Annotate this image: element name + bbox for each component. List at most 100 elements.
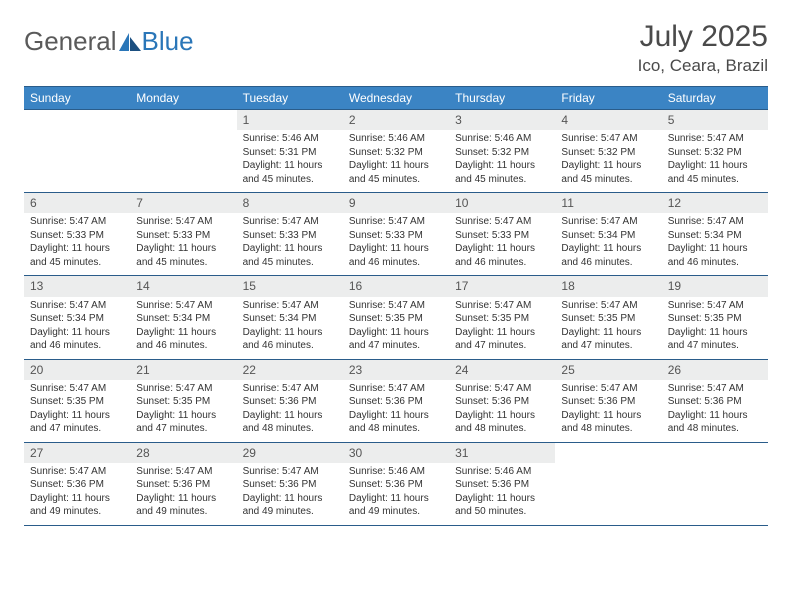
calendar-cell: 27Sunrise: 5:47 AMSunset: 5:36 PMDayligh… (24, 442, 130, 525)
calendar-cell: 30Sunrise: 5:46 AMSunset: 5:36 PMDayligh… (343, 442, 449, 525)
day-number: 28 (130, 443, 236, 463)
calendar-cell: 11Sunrise: 5:47 AMSunset: 5:34 PMDayligh… (555, 193, 661, 276)
day-number: 20 (24, 360, 130, 380)
day-details: Sunrise: 5:47 AMSunset: 5:34 PMDaylight:… (24, 297, 130, 353)
sunset-text: Sunset: 5:35 PM (561, 312, 655, 326)
day-number: 1 (237, 110, 343, 130)
logo-text-1: General (24, 26, 117, 57)
calendar-cell: 17Sunrise: 5:47 AMSunset: 5:35 PMDayligh… (449, 276, 555, 359)
day-number: 30 (343, 443, 449, 463)
daylight-text: Daylight: 11 hours and 45 minutes. (30, 242, 124, 269)
daylight-text: Daylight: 11 hours and 45 minutes. (561, 159, 655, 186)
daylight-text: Daylight: 11 hours and 45 minutes. (455, 159, 549, 186)
day-number: 12 (662, 193, 768, 213)
daylight-text: Daylight: 11 hours and 46 minutes. (668, 242, 762, 269)
sunrise-text: Sunrise: 5:47 AM (136, 215, 230, 229)
day-number: 15 (237, 276, 343, 296)
calendar-cell: 25Sunrise: 5:47 AMSunset: 5:36 PMDayligh… (555, 359, 661, 442)
sunrise-text: Sunrise: 5:47 AM (668, 132, 762, 146)
day-number: 14 (130, 276, 236, 296)
day-number: 17 (449, 276, 555, 296)
calendar-cell: 15Sunrise: 5:47 AMSunset: 5:34 PMDayligh… (237, 276, 343, 359)
sunrise-text: Sunrise: 5:47 AM (30, 215, 124, 229)
day-details: Sunrise: 5:47 AMSunset: 5:33 PMDaylight:… (237, 213, 343, 269)
location: Ico, Ceara, Brazil (638, 56, 768, 76)
logo-sail-icon (119, 33, 141, 51)
day-details: Sunrise: 5:47 AMSunset: 5:36 PMDaylight:… (555, 380, 661, 436)
calendar-week-row: 6Sunrise: 5:47 AMSunset: 5:33 PMDaylight… (24, 193, 768, 276)
day-number: 25 (555, 360, 661, 380)
calendar-cell: 19Sunrise: 5:47 AMSunset: 5:35 PMDayligh… (662, 276, 768, 359)
sunset-text: Sunset: 5:32 PM (349, 146, 443, 160)
daylight-text: Daylight: 11 hours and 47 minutes. (136, 409, 230, 436)
sunset-text: Sunset: 5:33 PM (349, 229, 443, 243)
day-details: Sunrise: 5:47 AMSunset: 5:35 PMDaylight:… (343, 297, 449, 353)
day-header: Friday (555, 87, 661, 110)
day-number: 7 (130, 193, 236, 213)
calendar-cell: . (555, 442, 661, 525)
daylight-text: Daylight: 11 hours and 48 minutes. (455, 409, 549, 436)
sunrise-text: Sunrise: 5:46 AM (455, 465, 549, 479)
day-number: 11 (555, 193, 661, 213)
day-details: Sunrise: 5:47 AMSunset: 5:36 PMDaylight:… (24, 463, 130, 519)
day-details: Sunrise: 5:47 AMSunset: 5:36 PMDaylight:… (449, 380, 555, 436)
sunset-text: Sunset: 5:32 PM (668, 146, 762, 160)
sunrise-text: Sunrise: 5:47 AM (349, 215, 443, 229)
calendar-cell: 10Sunrise: 5:47 AMSunset: 5:33 PMDayligh… (449, 193, 555, 276)
day-details: Sunrise: 5:47 AMSunset: 5:32 PMDaylight:… (555, 130, 661, 186)
day-number: 31 (449, 443, 555, 463)
sunrise-text: Sunrise: 5:47 AM (30, 299, 124, 313)
day-number: 3 (449, 110, 555, 130)
sunset-text: Sunset: 5:34 PM (30, 312, 124, 326)
day-details: Sunrise: 5:46 AMSunset: 5:36 PMDaylight:… (343, 463, 449, 519)
sunset-text: Sunset: 5:33 PM (136, 229, 230, 243)
calendar-cell: . (130, 110, 236, 193)
calendar-cell: 21Sunrise: 5:47 AMSunset: 5:35 PMDayligh… (130, 359, 236, 442)
daylight-text: Daylight: 11 hours and 49 minutes. (349, 492, 443, 519)
day-details: Sunrise: 5:47 AMSunset: 5:36 PMDaylight:… (343, 380, 449, 436)
header: General Blue July 2025 Ico, Ceara, Brazi… (24, 20, 768, 76)
day-details: Sunrise: 5:46 AMSunset: 5:31 PMDaylight:… (237, 130, 343, 186)
day-header: Tuesday (237, 87, 343, 110)
sunrise-text: Sunrise: 5:47 AM (561, 215, 655, 229)
day-number: 26 (662, 360, 768, 380)
day-number: 2 (343, 110, 449, 130)
sunset-text: Sunset: 5:34 PM (561, 229, 655, 243)
day-details: Sunrise: 5:47 AMSunset: 5:35 PMDaylight:… (130, 380, 236, 436)
sunset-text: Sunset: 5:36 PM (349, 478, 443, 492)
sunset-text: Sunset: 5:35 PM (136, 395, 230, 409)
calendar-cell: 6Sunrise: 5:47 AMSunset: 5:33 PMDaylight… (24, 193, 130, 276)
sunset-text: Sunset: 5:36 PM (243, 478, 337, 492)
sunrise-text: Sunrise: 5:47 AM (243, 382, 337, 396)
daylight-text: Daylight: 11 hours and 49 minutes. (136, 492, 230, 519)
calendar-cell: 22Sunrise: 5:47 AMSunset: 5:36 PMDayligh… (237, 359, 343, 442)
day-details: Sunrise: 5:47 AMSunset: 5:36 PMDaylight:… (237, 463, 343, 519)
day-number: 21 (130, 360, 236, 380)
sunrise-text: Sunrise: 5:47 AM (243, 465, 337, 479)
daylight-text: Daylight: 11 hours and 49 minutes. (243, 492, 337, 519)
day-details: Sunrise: 5:47 AMSunset: 5:32 PMDaylight:… (662, 130, 768, 186)
calendar-week-row: ..1Sunrise: 5:46 AMSunset: 5:31 PMDaylig… (24, 110, 768, 193)
day-number: 8 (237, 193, 343, 213)
sunset-text: Sunset: 5:31 PM (243, 146, 337, 160)
sunrise-text: Sunrise: 5:47 AM (30, 382, 124, 396)
calendar-cell: 9Sunrise: 5:47 AMSunset: 5:33 PMDaylight… (343, 193, 449, 276)
daylight-text: Daylight: 11 hours and 46 minutes. (243, 326, 337, 353)
sunrise-text: Sunrise: 5:47 AM (136, 382, 230, 396)
day-details: Sunrise: 5:47 AMSunset: 5:34 PMDaylight:… (662, 213, 768, 269)
sunset-text: Sunset: 5:36 PM (455, 395, 549, 409)
sunrise-text: Sunrise: 5:46 AM (349, 465, 443, 479)
calendar-week-row: 27Sunrise: 5:47 AMSunset: 5:36 PMDayligh… (24, 442, 768, 525)
month-title: July 2025 (638, 20, 768, 54)
daylight-text: Daylight: 11 hours and 48 minutes. (668, 409, 762, 436)
sunrise-text: Sunrise: 5:46 AM (455, 132, 549, 146)
daylight-text: Daylight: 11 hours and 48 minutes. (243, 409, 337, 436)
calendar-cell: 24Sunrise: 5:47 AMSunset: 5:36 PMDayligh… (449, 359, 555, 442)
daylight-text: Daylight: 11 hours and 48 minutes. (349, 409, 443, 436)
daylight-text: Daylight: 11 hours and 45 minutes. (243, 159, 337, 186)
sunset-text: Sunset: 5:36 PM (243, 395, 337, 409)
day-details: Sunrise: 5:47 AMSunset: 5:35 PMDaylight:… (449, 297, 555, 353)
day-number: 10 (449, 193, 555, 213)
daylight-text: Daylight: 11 hours and 46 minutes. (136, 326, 230, 353)
calendar-cell: 20Sunrise: 5:47 AMSunset: 5:35 PMDayligh… (24, 359, 130, 442)
